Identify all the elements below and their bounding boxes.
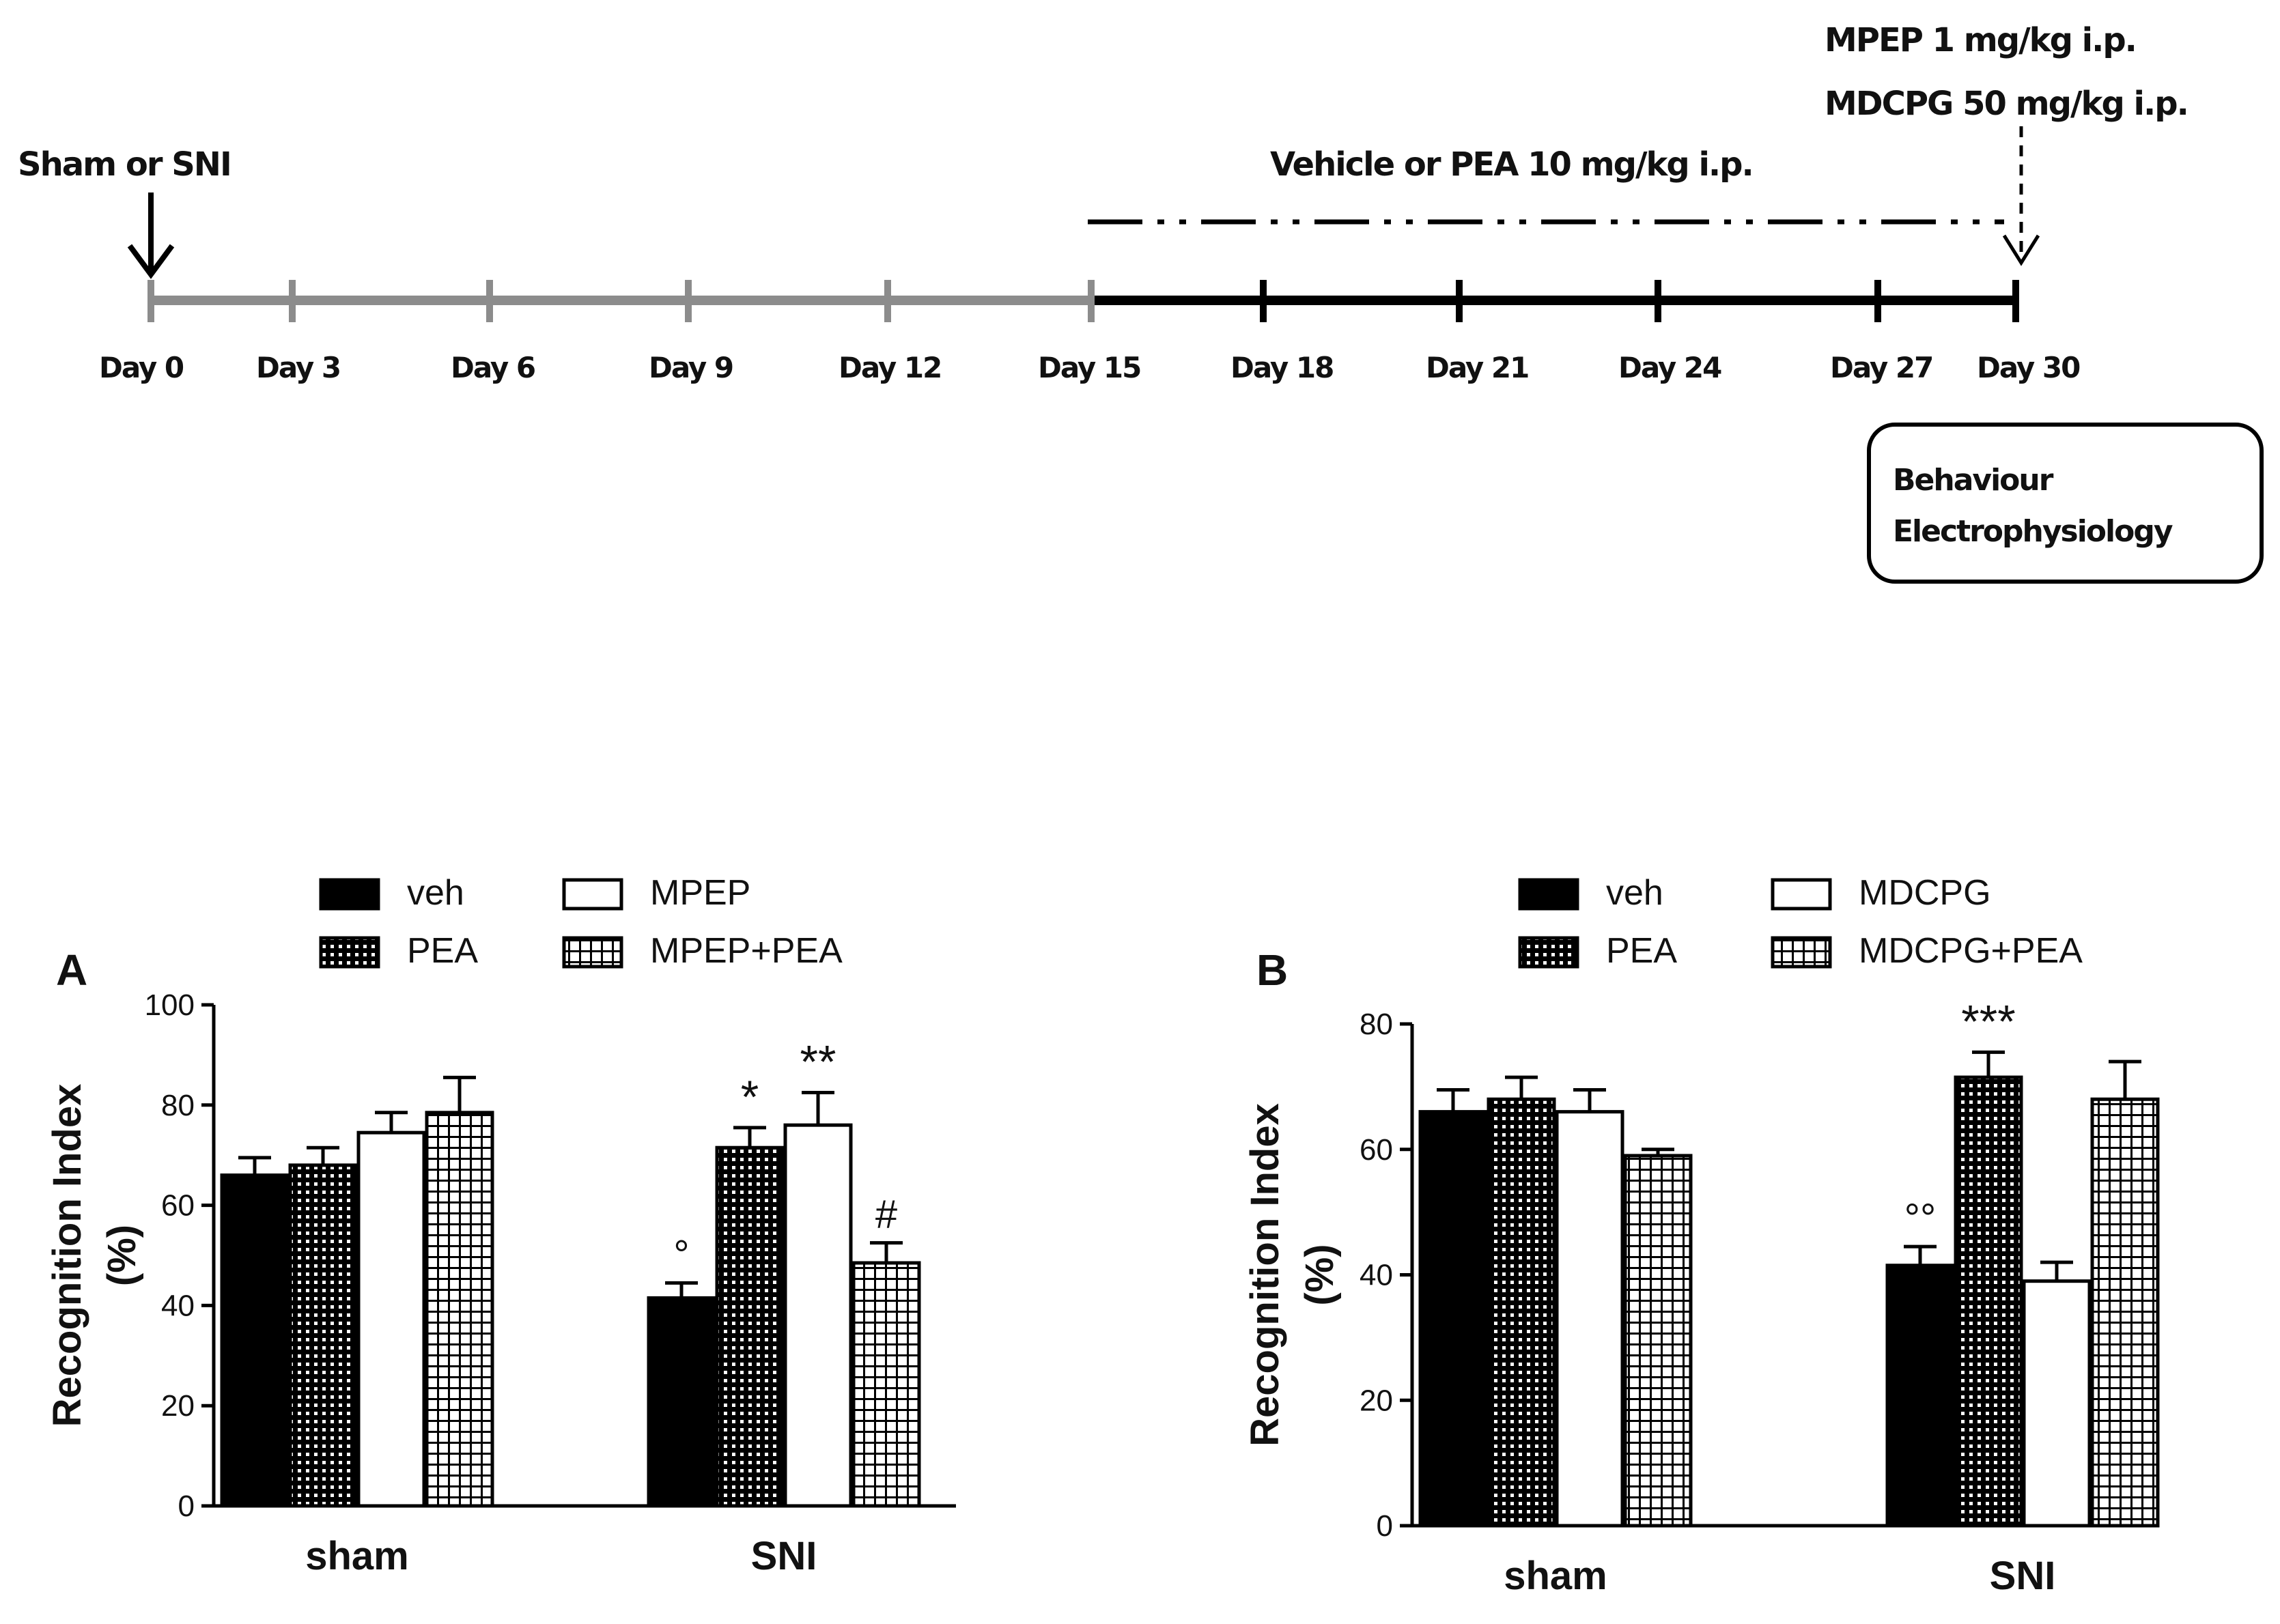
bar-sni-veh xyxy=(1885,1264,1955,1528)
legend-b: veh PEA MDCPG MDCPG+PEA xyxy=(1518,873,2083,971)
significance-marker: ° xyxy=(673,1232,689,1277)
vehicle-label: Vehicle or PEA 10 mg/kg i.p. xyxy=(1270,145,1753,184)
chart-a: A veh PEA MPEP MPEP+PEA Recognition Index (%… xyxy=(45,873,956,1578)
day-label: Day 3 xyxy=(256,351,340,384)
timeline: Sham or SNI Vehicle or PEA 10 mg/kg i.p.… xyxy=(18,21,2264,584)
significance-marker: # xyxy=(875,1193,897,1237)
legend-label: MDCPG+PEA xyxy=(1859,931,2083,971)
panel-label-a: A xyxy=(56,945,87,995)
y-tick-label: 100 xyxy=(145,988,195,1022)
y-tick-label: 80 xyxy=(1360,1008,1393,1041)
day-label: Day 27 xyxy=(1830,351,1932,384)
legend-label: veh xyxy=(1606,873,1663,913)
bar-sni-mpep xyxy=(783,1123,853,1508)
legend-label: veh xyxy=(407,873,464,913)
day-label: Day 12 xyxy=(839,351,941,384)
category-label: SNI xyxy=(751,1534,817,1578)
y-tick-label: 60 xyxy=(1360,1133,1393,1167)
legend-a: veh PEA MPEP MPEP+PEA xyxy=(319,873,843,971)
day-label: Day 0 xyxy=(99,351,184,384)
significance-marker: °° xyxy=(1904,1196,1936,1240)
category-label: sham xyxy=(1504,1554,1607,1598)
legend-swatch xyxy=(319,878,380,911)
bar-sham-veh xyxy=(1418,1110,1488,1528)
y-tick-label: 20 xyxy=(161,1389,195,1423)
bar-sham-mdcpg xyxy=(1555,1110,1624,1528)
outcome-behaviour: Behaviour xyxy=(1893,463,2054,498)
panel-label-b: B xyxy=(1256,945,1288,995)
legend-label: MPEP+PEA xyxy=(650,931,843,971)
day-label: Day 24 xyxy=(1618,351,1721,384)
legend-swatch xyxy=(1518,878,1579,911)
legend-swatch xyxy=(1518,936,1579,969)
start-label: Sham or SNI xyxy=(18,145,231,184)
category-label: sham xyxy=(305,1534,409,1578)
y-axis-label-line: (%) xyxy=(1297,1244,1342,1305)
legend-swatch xyxy=(319,936,380,969)
day-label: Day 21 xyxy=(1426,351,1528,384)
y-axis-label-a: Recognition Index (%) xyxy=(45,1084,144,1427)
outcome-electrophysiology: Electrophysiology xyxy=(1893,514,2173,549)
chart-b: B veh PEA MDCPG MDCPG+PEA Recognition Index… xyxy=(1243,873,2160,1598)
bar-sni-veh xyxy=(647,1296,716,1508)
y-tick-label: 20 xyxy=(1360,1384,1393,1417)
y-tick-label: 40 xyxy=(1360,1259,1393,1292)
outcome-box xyxy=(1867,423,2264,584)
y-axis-label-line: Recognition Index xyxy=(45,1084,89,1427)
day-label: Day 6 xyxy=(451,351,535,384)
y-tick-label: 0 xyxy=(178,1490,195,1523)
category-label: SNI xyxy=(1990,1554,2056,1598)
bar-sham-mdcpg-pea xyxy=(1623,1154,1693,1528)
legend-swatch xyxy=(1771,878,1832,911)
y-tick-label: 80 xyxy=(161,1089,195,1122)
legend-label: MDCPG xyxy=(1859,873,1991,913)
y-tick-label: 40 xyxy=(161,1289,195,1322)
significance-marker: * xyxy=(741,1071,759,1123)
y-axis-label-b: Recognition Index (%) xyxy=(1243,1103,1342,1447)
bar-sni-pea xyxy=(1954,1075,2023,1528)
bar-sni-mdcpg-pea xyxy=(2090,1097,2160,1528)
day-label: Day 15 xyxy=(1038,351,1140,384)
drug-label-mdcpg: MDCPG 50 mg/kg i.p. xyxy=(1825,85,2188,123)
drug-label-mpep: MPEP 1 mg/kg i.p. xyxy=(1825,21,2136,59)
significance-marker: ** xyxy=(800,1036,836,1087)
day-label: Day 30 xyxy=(1977,351,2080,384)
day-label: Day 9 xyxy=(649,351,733,384)
bar-sham-mpep xyxy=(356,1130,426,1508)
bar-sham-pea xyxy=(1487,1097,1556,1528)
start-arrow-head xyxy=(127,244,175,279)
drug-arrow-head xyxy=(2002,234,2040,266)
bar-sni-mdcpg xyxy=(2022,1279,2092,1528)
significance-marker: *** xyxy=(1961,995,2015,1047)
legend-swatch xyxy=(1771,936,1832,969)
legend-label: PEA xyxy=(1606,931,1677,971)
y-tick-label: 60 xyxy=(161,1189,195,1223)
y-axis-label-line: (%) xyxy=(100,1225,144,1286)
legend-swatch xyxy=(562,878,623,911)
day-label: Day 18 xyxy=(1230,351,1333,384)
bar-sni-pea xyxy=(715,1145,785,1508)
legend-label: PEA xyxy=(407,931,478,971)
bar-sham-mpep-pea xyxy=(425,1111,494,1508)
legend-label: MPEP xyxy=(650,873,750,913)
bar-sham-veh xyxy=(220,1173,290,1508)
bar-sham-pea xyxy=(288,1163,358,1508)
bar-sni-mpep-pea xyxy=(852,1261,921,1508)
legend-swatch xyxy=(562,936,623,969)
y-axis-label-line: Recognition Index xyxy=(1243,1103,1287,1447)
y-tick-label: 0 xyxy=(1377,1509,1393,1543)
